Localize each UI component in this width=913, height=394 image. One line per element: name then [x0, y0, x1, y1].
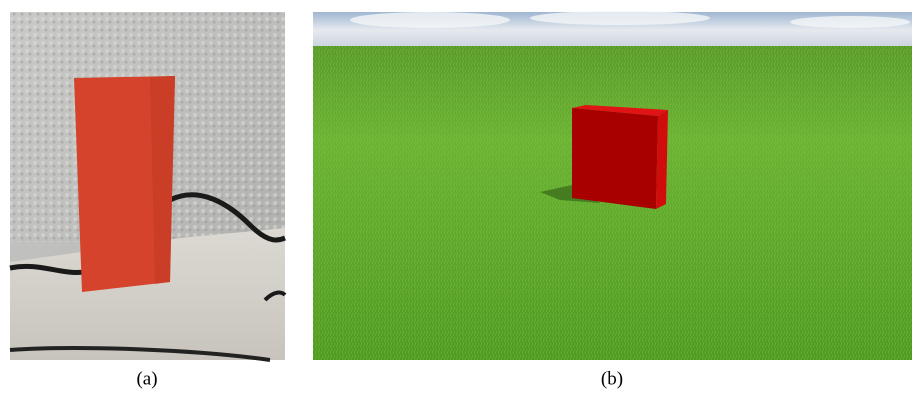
caption: (b) [601, 368, 623, 389]
photo-a [10, 12, 285, 360]
render-b [313, 11, 912, 360]
figure: (a) (b) [0, 0, 913, 394]
caption: (a) [136, 368, 157, 389]
page: (a) (b) (() => { const data = JSON.parse… [0, 0, 913, 394]
